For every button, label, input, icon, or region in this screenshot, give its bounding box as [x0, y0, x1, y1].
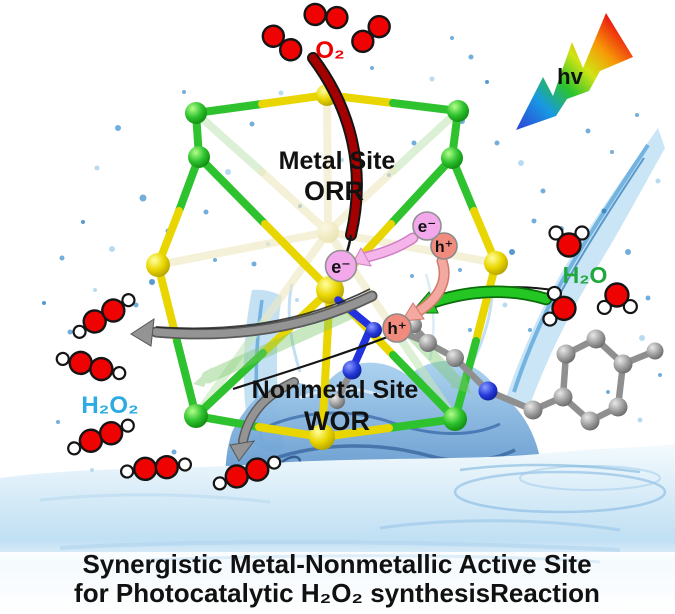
cage-node-yellow	[484, 251, 508, 275]
h2o2-release-arrow	[130, 288, 378, 347]
light-bolt: hv	[516, 13, 633, 130]
hv-label: hv	[557, 64, 583, 89]
water-splash	[0, 128, 675, 552]
h2o-label: H₂O	[563, 262, 608, 288]
carbon-atom	[553, 387, 573, 407]
cage-node-green	[441, 147, 463, 169]
carbon-atom	[556, 344, 576, 364]
electron-transfer-arrow	[352, 232, 419, 267]
cage-node-green	[447, 100, 469, 122]
carbon-atom	[613, 354, 633, 374]
hole-badge: h⁺	[430, 232, 458, 260]
hole-label: h⁺	[435, 239, 453, 256]
h2o2-label: H₂O₂	[81, 392, 138, 419]
hole-badge: h⁺	[382, 313, 412, 343]
wor-release-arrow	[229, 334, 391, 462]
carbon-atom	[329, 393, 345, 409]
organic-ligand	[329, 296, 664, 431]
cage-node-green	[443, 407, 467, 431]
hole-label: h⁺	[387, 319, 406, 338]
electron-label: e⁻	[331, 257, 351, 277]
carbon-atom	[608, 397, 628, 417]
carbon-atom	[646, 342, 664, 360]
orr-label: ORR	[304, 176, 364, 206]
caption: Synergistic Metal-Nonmetallic Active Sit…	[0, 540, 675, 614]
metal-site-label: Metal Site	[279, 147, 396, 175]
carbon-atom	[523, 400, 543, 420]
electron-badge: e⁻	[324, 249, 358, 283]
carbon-atom	[419, 334, 437, 352]
wor-label: WOR	[304, 406, 370, 436]
nonmetal-site-label: Nonmetal Site	[252, 376, 419, 404]
caption-line2: for Photocatalytic H₂O₂ synthesisReactio…	[74, 578, 600, 608]
carbon-atom	[586, 329, 606, 349]
rainbow-arrow-icon	[516, 13, 633, 130]
hole-transfer-arrow	[401, 255, 450, 322]
cage-nodes	[146, 84, 508, 450]
cage-node-green	[188, 146, 210, 168]
nitrogen-atom	[366, 322, 382, 338]
nitrogen-atom	[342, 360, 362, 380]
caption-line1: Synergistic Metal-Nonmetallic Active Sit…	[82, 549, 591, 579]
cage-node-yellow	[309, 424, 335, 450]
o2-label: O₂	[315, 37, 344, 64]
cage-node-back	[317, 221, 339, 243]
cage-node-yellow	[146, 253, 170, 277]
carbon-atom	[446, 349, 464, 367]
electron-badge: e⁻	[412, 211, 442, 241]
cage-node-green	[185, 102, 207, 124]
nitrogen-atom	[478, 381, 498, 401]
electron-label: e⁻	[418, 217, 436, 236]
carbon-atom	[580, 411, 600, 431]
cage-node-green	[184, 404, 208, 428]
